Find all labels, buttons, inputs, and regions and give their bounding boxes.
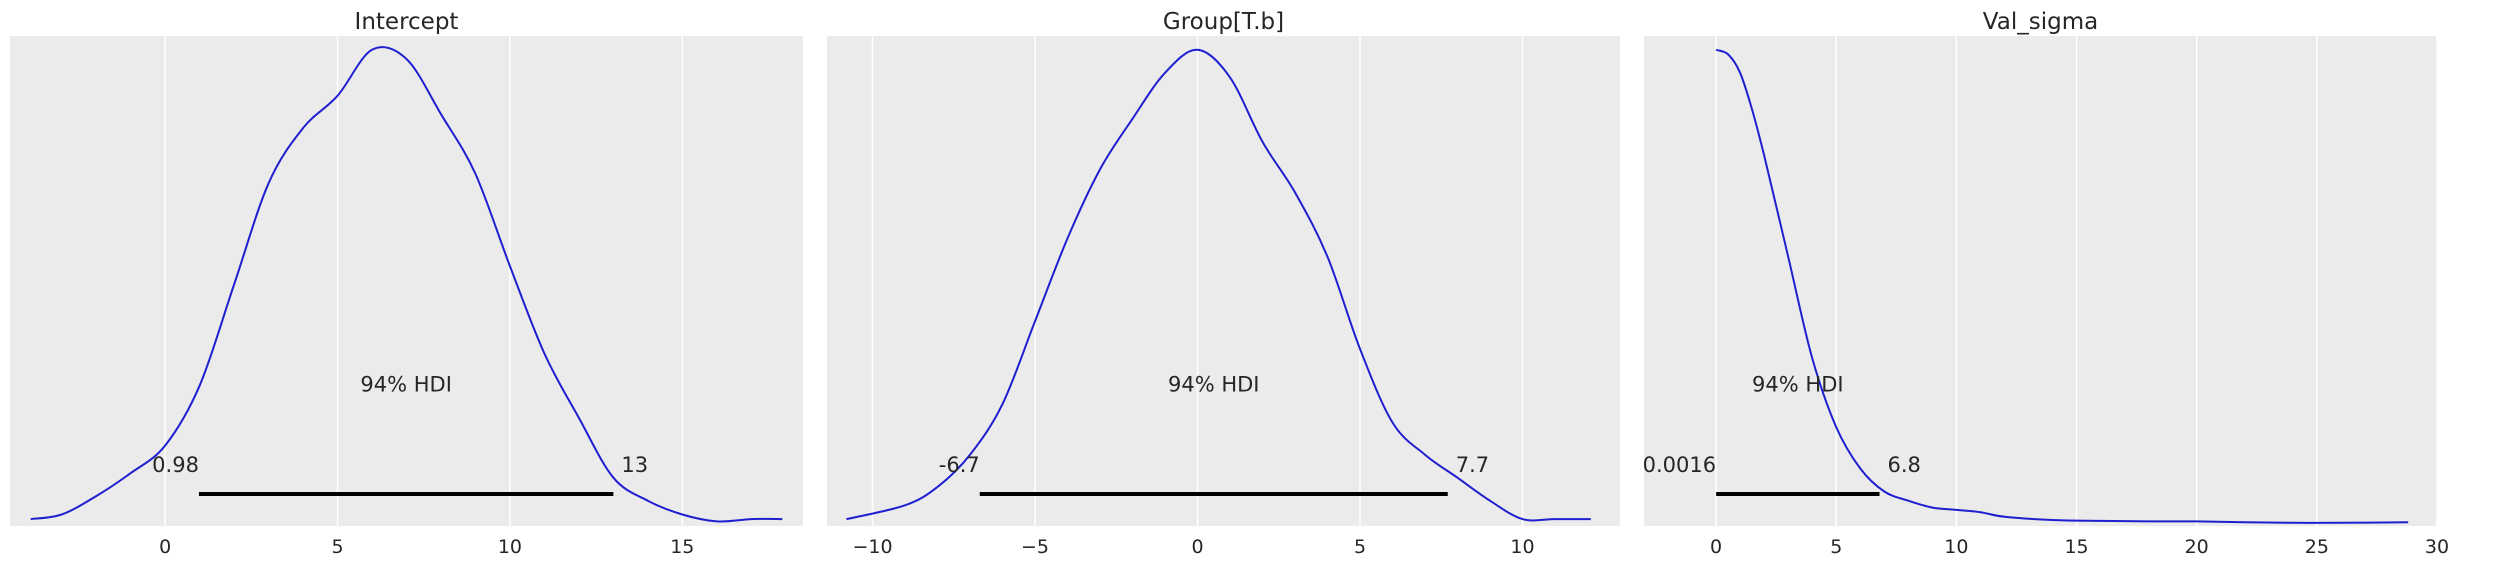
panel-2: Group[T.b] −10 −5 0 5 10 -6.7 7.7 94% HDI <box>827 9 1620 558</box>
hdi-high-label: 7.7 <box>1456 453 1489 477</box>
panels: Intercept 0 5 10 15 0.98 13 94% HDI Group[T.b] −1… <box>10 9 2449 558</box>
x-tick-label: 5 <box>1354 536 1366 558</box>
x-tick-label: 15 <box>2064 536 2088 558</box>
x-tick-label: −5 <box>1021 536 1049 558</box>
x-tick-label: 0 <box>1710 536 1722 558</box>
hdi-prob-label: 94% HDI <box>1752 372 1844 396</box>
hdi-high-label: 13 <box>621 453 648 477</box>
panel-3: Val_sigma 0 5 10 15 20 25 30 0.0016 6.8 94% HDI <box>1643 9 2449 558</box>
x-tick-label: 5 <box>1830 536 1842 558</box>
hdi-low-label: 0.0016 <box>1643 453 1716 477</box>
x-tick-label: 10 <box>1944 536 1968 558</box>
plot-area <box>827 36 1620 526</box>
panel-title: Intercept <box>355 9 459 35</box>
density-line <box>846 48 1591 522</box>
hdi-high-label: 6.8 <box>1887 453 1920 477</box>
plot-area <box>1644 36 2437 526</box>
hdi-low-label: -6.7 <box>939 453 980 477</box>
plot-area <box>10 36 803 526</box>
x-tick-label: 10 <box>498 536 522 558</box>
hdi-prob-label: 94% HDI <box>360 372 452 396</box>
panel-title: Group[T.b] <box>1163 9 1284 35</box>
density-line <box>1715 48 2409 524</box>
hdi-low-label: 0.98 <box>152 453 199 477</box>
x-tick-label: 20 <box>2185 536 2209 558</box>
x-tick-label: 15 <box>670 536 694 558</box>
hdi-prob-label: 94% HDI <box>1168 372 1260 396</box>
x-tick-label: −10 <box>852 536 892 558</box>
x-tick-label: 25 <box>2305 536 2329 558</box>
panel-1: Intercept 0 5 10 15 0.98 13 94% HDI <box>10 9 803 558</box>
x-tick-label: 0 <box>1191 536 1203 558</box>
x-tick-label: 10 <box>1510 536 1534 558</box>
x-tick-label: 0 <box>159 536 171 558</box>
density-line <box>30 46 783 523</box>
x-tick-label: 30 <box>2425 536 2449 558</box>
x-tick-label: 5 <box>331 536 343 558</box>
panel-title: Val_sigma <box>1983 9 2098 35</box>
